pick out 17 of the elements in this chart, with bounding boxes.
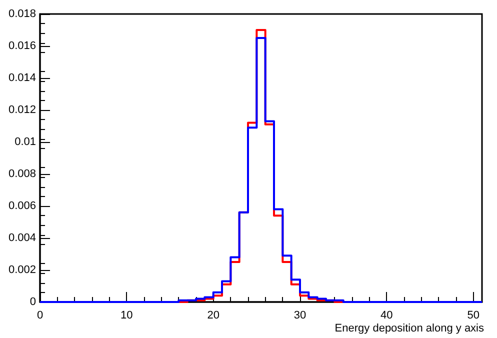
y-tick-label: 0.006: [8, 200, 36, 212]
y-tick-label: 0.01: [14, 136, 36, 148]
y-tick-label: 0.004: [8, 232, 36, 244]
x-tick-label: 0: [36, 310, 44, 322]
x-tick-label: 50: [467, 310, 480, 322]
y-tick-label: 0.008: [8, 168, 36, 180]
x-tick-label: 30: [294, 310, 306, 322]
x-tick-label: 20: [207, 310, 220, 322]
x-tick-label: 40: [380, 310, 393, 322]
y-tick-label: 0.016: [8, 40, 36, 52]
y-tick-label: 0.014: [8, 72, 36, 84]
x-tick-label: 10: [120, 310, 133, 322]
x-axis-title: Energy deposition along y axis: [334, 322, 484, 334]
y-tick-label: 0.012: [8, 104, 36, 116]
y-tick-label: 0.018: [8, 8, 36, 20]
y-tick-label: 0.002: [8, 264, 36, 276]
y-tick-label: 0: [30, 296, 36, 308]
